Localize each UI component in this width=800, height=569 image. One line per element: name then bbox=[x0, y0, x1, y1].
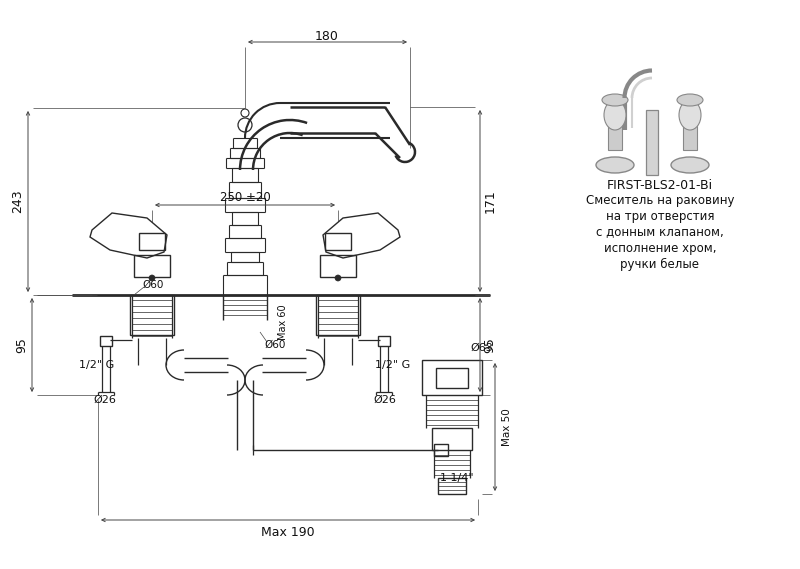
Text: 95: 95 bbox=[15, 337, 29, 353]
Polygon shape bbox=[323, 213, 400, 258]
Text: Max 190: Max 190 bbox=[261, 526, 315, 538]
Bar bbox=[134, 255, 170, 277]
Text: Ø60: Ø60 bbox=[142, 280, 163, 290]
Ellipse shape bbox=[604, 100, 626, 130]
Circle shape bbox=[149, 275, 155, 281]
Polygon shape bbox=[90, 213, 167, 258]
Text: исполнение хром,: исполнение хром, bbox=[604, 241, 716, 254]
Bar bbox=[320, 255, 356, 277]
Text: Смеситель на раковину: Смеситель на раковину bbox=[586, 193, 734, 207]
Bar bbox=[436, 368, 468, 388]
Bar bbox=[378, 336, 390, 346]
Text: Max 50: Max 50 bbox=[502, 408, 512, 446]
Text: Ø60: Ø60 bbox=[264, 340, 286, 350]
Bar bbox=[434, 444, 448, 456]
Text: 171: 171 bbox=[483, 189, 497, 213]
Bar bbox=[139, 233, 165, 250]
Text: Ø26: Ø26 bbox=[374, 395, 397, 405]
Ellipse shape bbox=[677, 94, 703, 106]
Bar bbox=[683, 115, 697, 150]
Text: на три отверстия: на три отверстия bbox=[606, 209, 714, 222]
Ellipse shape bbox=[671, 157, 709, 173]
Text: Ø63: Ø63 bbox=[470, 343, 493, 353]
Text: с донным клапаном,: с донным клапаном, bbox=[596, 225, 724, 238]
Ellipse shape bbox=[596, 157, 634, 173]
Text: 243: 243 bbox=[11, 189, 25, 213]
Bar bbox=[432, 428, 472, 450]
Bar bbox=[422, 360, 482, 395]
Bar bbox=[316, 295, 360, 335]
Text: 180: 180 bbox=[315, 30, 339, 43]
Ellipse shape bbox=[602, 94, 628, 106]
Bar bbox=[438, 478, 466, 494]
Bar bbox=[646, 110, 658, 175]
Text: Max 60: Max 60 bbox=[278, 304, 288, 340]
Text: Ø26: Ø26 bbox=[94, 395, 117, 405]
Text: 95: 95 bbox=[483, 337, 497, 353]
Text: 1/2" G: 1/2" G bbox=[375, 360, 410, 370]
Ellipse shape bbox=[679, 100, 701, 130]
Bar bbox=[325, 233, 351, 250]
Text: 1/2" G: 1/2" G bbox=[79, 360, 114, 370]
Text: FIRST-BLS2-01-Bi: FIRST-BLS2-01-Bi bbox=[607, 179, 713, 192]
Bar bbox=[130, 295, 174, 335]
Bar bbox=[100, 336, 112, 346]
Circle shape bbox=[335, 275, 341, 281]
Bar bbox=[608, 115, 622, 150]
Text: ручки белые: ручки белые bbox=[621, 257, 699, 270]
Text: 250 ±20: 250 ±20 bbox=[220, 191, 270, 204]
Text: 1 1/4": 1 1/4" bbox=[440, 473, 474, 483]
